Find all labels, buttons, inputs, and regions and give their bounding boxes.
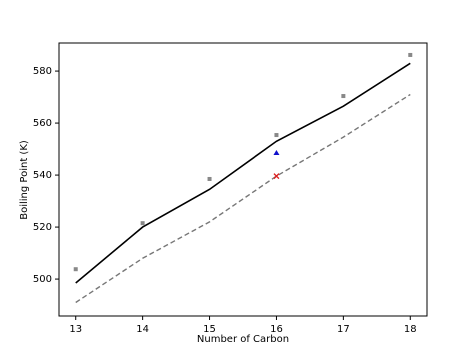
x-tick-label: 14	[136, 324, 149, 335]
marker	[273, 149, 280, 155]
y-tick-label: 560	[33, 118, 52, 129]
y-tick-label: 540	[33, 170, 52, 181]
x-tick-label: 15	[203, 324, 216, 335]
marker	[73, 267, 78, 272]
marker	[207, 176, 212, 181]
x-tick-label: 13	[69, 324, 82, 335]
series-line	[75, 62, 411, 284]
marker	[408, 52, 413, 57]
plot-frame	[58, 42, 428, 317]
x-tick-label: 16	[270, 324, 283, 335]
marker	[140, 221, 145, 226]
marker	[341, 94, 346, 99]
series-line	[75, 93, 411, 304]
x-tick-label: 18	[404, 324, 417, 335]
y-tick-label: 580	[33, 66, 52, 77]
x-axis-label: Number of Carbon	[197, 334, 289, 345]
marker	[273, 173, 280, 180]
marker	[274, 133, 279, 138]
y-axis-label: Boiling Point (K)	[19, 140, 30, 220]
y-tick-label: 520	[33, 222, 52, 233]
x-tick-label: 17	[337, 324, 350, 335]
y-tick-label: 500	[33, 274, 52, 285]
